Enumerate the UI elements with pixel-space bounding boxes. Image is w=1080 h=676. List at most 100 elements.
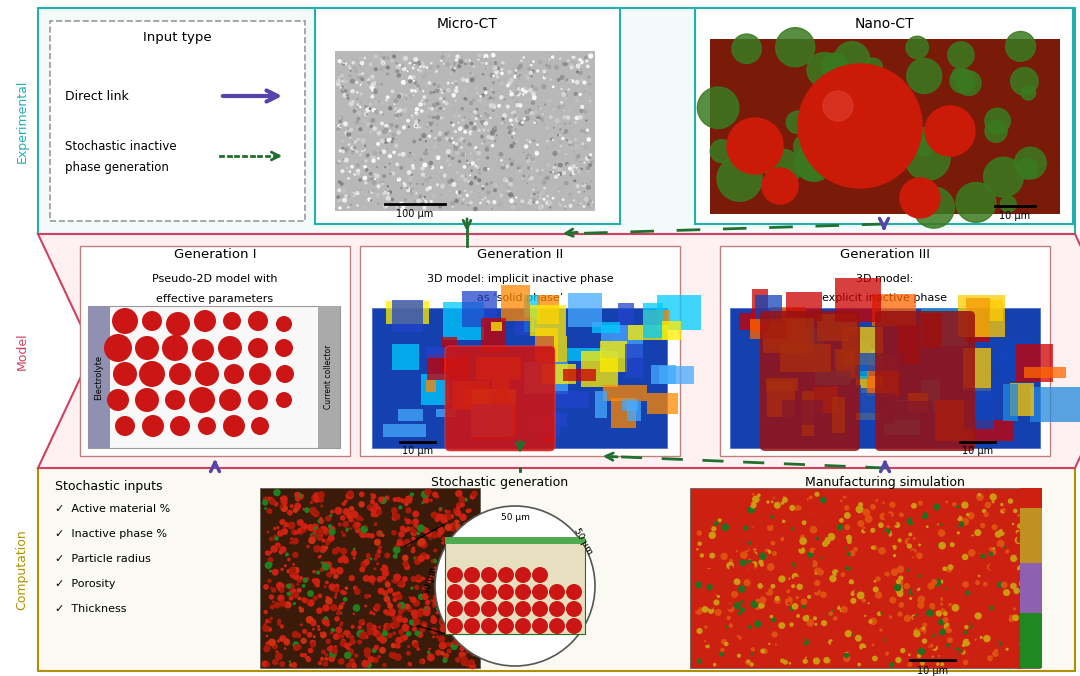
Circle shape (380, 139, 384, 143)
Circle shape (464, 78, 469, 82)
Circle shape (889, 502, 895, 508)
Circle shape (456, 151, 459, 155)
Circle shape (392, 54, 396, 58)
Circle shape (785, 600, 792, 606)
Circle shape (374, 502, 378, 508)
Circle shape (458, 630, 461, 633)
Circle shape (139, 361, 165, 387)
Circle shape (413, 95, 415, 97)
FancyBboxPatch shape (1024, 367, 1066, 377)
Circle shape (280, 635, 286, 642)
Circle shape (359, 74, 362, 78)
Circle shape (515, 100, 518, 104)
Circle shape (272, 659, 279, 665)
Circle shape (499, 95, 503, 99)
Circle shape (456, 191, 459, 194)
Circle shape (1016, 663, 1023, 669)
Circle shape (486, 119, 488, 120)
Circle shape (729, 642, 731, 644)
Circle shape (474, 117, 477, 120)
Circle shape (813, 587, 819, 592)
Text: Nano-CT: Nano-CT (854, 17, 914, 31)
Circle shape (582, 130, 584, 132)
Circle shape (994, 558, 1001, 565)
Circle shape (347, 128, 351, 132)
Circle shape (729, 533, 734, 538)
Circle shape (841, 98, 881, 138)
Circle shape (485, 128, 487, 130)
Circle shape (515, 601, 531, 617)
Circle shape (798, 64, 922, 188)
Circle shape (829, 575, 837, 582)
Circle shape (490, 62, 494, 66)
FancyBboxPatch shape (835, 278, 880, 322)
Circle shape (742, 502, 747, 508)
Circle shape (941, 537, 943, 540)
Circle shape (472, 126, 477, 130)
Circle shape (899, 575, 903, 581)
Circle shape (370, 493, 377, 499)
Circle shape (405, 540, 409, 545)
Circle shape (521, 199, 524, 203)
Circle shape (310, 528, 313, 532)
Circle shape (708, 491, 716, 499)
Circle shape (265, 619, 270, 623)
Circle shape (359, 531, 366, 538)
Circle shape (524, 153, 527, 155)
Circle shape (984, 572, 988, 576)
Circle shape (421, 200, 423, 202)
Circle shape (402, 576, 408, 582)
Circle shape (301, 523, 308, 529)
Circle shape (846, 535, 852, 541)
Circle shape (379, 496, 387, 504)
Circle shape (849, 557, 852, 560)
Circle shape (870, 546, 875, 550)
FancyBboxPatch shape (568, 293, 603, 327)
Circle shape (468, 204, 469, 206)
Circle shape (789, 535, 794, 539)
Circle shape (502, 120, 504, 122)
Circle shape (350, 639, 356, 645)
Circle shape (420, 62, 424, 66)
Circle shape (974, 506, 978, 511)
Circle shape (485, 147, 489, 152)
Circle shape (757, 493, 760, 497)
Circle shape (276, 392, 292, 408)
Circle shape (284, 601, 292, 608)
Circle shape (806, 532, 811, 537)
Circle shape (585, 59, 589, 63)
Circle shape (858, 533, 862, 537)
Circle shape (769, 596, 771, 599)
Circle shape (468, 597, 473, 602)
Circle shape (469, 101, 473, 105)
Circle shape (451, 123, 455, 126)
Circle shape (814, 623, 818, 626)
Circle shape (536, 69, 539, 72)
Circle shape (490, 208, 492, 210)
Circle shape (456, 141, 460, 145)
Circle shape (429, 161, 433, 166)
Circle shape (744, 579, 751, 586)
Circle shape (378, 496, 384, 502)
Circle shape (534, 87, 538, 91)
Circle shape (476, 114, 480, 118)
Circle shape (287, 558, 291, 561)
Circle shape (417, 631, 423, 638)
Circle shape (975, 639, 977, 641)
Circle shape (986, 544, 989, 547)
Circle shape (377, 157, 380, 160)
Circle shape (566, 116, 570, 120)
Circle shape (384, 582, 391, 587)
Circle shape (826, 498, 833, 505)
Circle shape (370, 118, 375, 123)
Circle shape (946, 647, 951, 652)
Circle shape (946, 566, 953, 573)
Circle shape (251, 417, 269, 435)
FancyBboxPatch shape (934, 400, 974, 441)
Circle shape (390, 622, 397, 629)
Circle shape (982, 598, 986, 603)
Circle shape (703, 497, 706, 501)
Circle shape (443, 108, 445, 110)
Circle shape (368, 62, 373, 66)
Circle shape (474, 176, 477, 179)
